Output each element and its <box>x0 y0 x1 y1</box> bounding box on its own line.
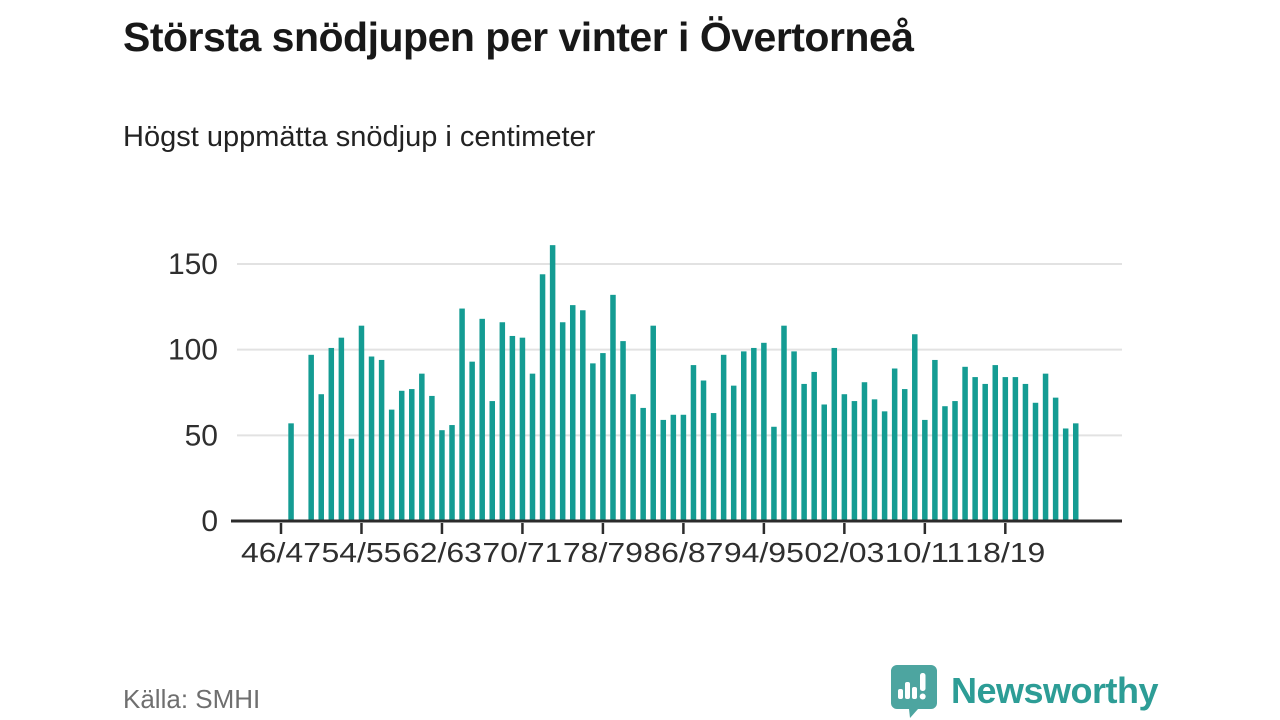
bar <box>409 389 415 520</box>
bar <box>288 423 294 520</box>
bar <box>972 377 978 520</box>
bar <box>992 365 999 520</box>
bar <box>650 325 656 520</box>
bar <box>801 383 807 520</box>
bar <box>821 404 827 520</box>
chart-subtitle: Högst uppmätta snödjup i centimeter <box>123 121 596 153</box>
bar <box>1002 377 1009 520</box>
bar <box>831 347 838 520</box>
x-tick-label: 94/95 <box>724 537 804 568</box>
bar <box>419 373 425 520</box>
page-title: Största snödjupen per vinter i Övertorne… <box>123 14 914 60</box>
bar <box>620 341 626 520</box>
bar <box>328 347 335 520</box>
bar <box>559 322 566 520</box>
bar <box>670 414 677 520</box>
bar <box>580 310 586 520</box>
bar <box>449 425 455 520</box>
bar <box>429 395 435 520</box>
bar <box>710 413 717 520</box>
bar <box>539 274 546 520</box>
bar <box>962 366 968 520</box>
bar <box>499 322 506 520</box>
x-tick-label: 18/19 <box>965 537 1045 568</box>
x-tick-label: 10/11 <box>885 537 965 568</box>
bar <box>338 337 345 520</box>
bar <box>952 401 958 520</box>
bar <box>932 359 938 520</box>
bar <box>590 363 596 520</box>
bar <box>600 353 606 520</box>
bar <box>700 380 707 520</box>
y-tick-label: 50 <box>185 419 218 452</box>
bar <box>912 334 918 520</box>
bar <box>1032 402 1039 520</box>
bar <box>519 337 526 520</box>
bar <box>1062 428 1069 520</box>
newsworthy-speech-bubble-chart-icon <box>890 665 937 718</box>
x-tick-label: 54/55 <box>321 537 401 568</box>
bar <box>851 401 858 520</box>
bar <box>660 419 667 520</box>
brand-name: Newsworthy <box>950 670 1159 711</box>
bar <box>569 305 576 520</box>
bar <box>308 354 314 520</box>
bar <box>741 351 747 520</box>
snow-depth-chart: 46/47 54/55 62/63 70/71 78/79 86/87 94/95 02/03… <box>168 245 1122 568</box>
bar <box>680 414 687 520</box>
bar <box>388 409 395 520</box>
bar <box>751 347 757 520</box>
source-credit: Källa: SMHI <box>123 684 261 714</box>
bar <box>489 401 496 520</box>
bar <box>982 383 988 520</box>
bar <box>761 342 767 520</box>
bar <box>610 294 616 520</box>
x-tick-label: 78/79 <box>563 537 643 568</box>
bar <box>901 389 908 520</box>
bar <box>791 351 797 520</box>
bar <box>378 359 385 520</box>
bar <box>1012 377 1019 520</box>
bar <box>509 335 516 520</box>
bar <box>730 385 737 520</box>
bar <box>871 399 878 520</box>
y-tick-label: 100 <box>168 334 218 367</box>
bar <box>942 406 948 520</box>
bar <box>1042 373 1049 520</box>
bar <box>630 394 636 520</box>
y-tick-label: 0 <box>201 505 218 538</box>
bar <box>891 368 898 520</box>
bar <box>781 325 787 520</box>
x-tick-label: 46/47 <box>241 537 321 568</box>
y-tick-label: 150 <box>168 248 218 281</box>
bar <box>439 430 445 520</box>
bar <box>640 407 646 520</box>
bar <box>549 245 556 520</box>
bar <box>1072 423 1079 520</box>
x-tick-label: 62/63 <box>402 537 482 568</box>
bar <box>690 365 697 520</box>
bar <box>771 426 777 520</box>
bar <box>398 390 405 520</box>
bar <box>811 371 817 520</box>
x-tick-label: 70/71 <box>482 537 562 568</box>
bar <box>318 394 324 520</box>
bar <box>459 308 465 520</box>
bar <box>881 411 888 520</box>
bar <box>1022 383 1029 520</box>
x-tick-label: 86/87 <box>643 537 723 568</box>
bar <box>529 373 536 520</box>
bar <box>720 354 727 520</box>
bar <box>841 394 848 520</box>
bar <box>479 318 485 520</box>
newsworthy-logo: Newsworthy <box>889 663 1159 719</box>
bar <box>358 325 365 520</box>
x-tick-label: 02/03 <box>804 537 884 568</box>
bar <box>348 438 355 520</box>
bar <box>368 356 375 520</box>
bar <box>861 382 868 520</box>
bar <box>1052 397 1059 520</box>
bar <box>922 419 928 520</box>
bar <box>469 361 475 520</box>
